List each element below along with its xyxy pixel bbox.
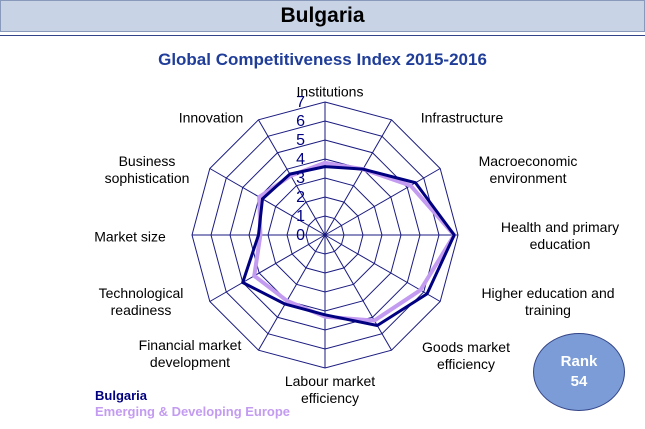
axis-label: Higher education and training xyxy=(481,285,615,318)
spoke xyxy=(258,234,326,351)
axis-label: Business sophistication xyxy=(104,153,190,186)
rank-badge: Rank 54 xyxy=(533,333,625,411)
spoke xyxy=(209,168,326,236)
y-tick-label: 0 xyxy=(296,227,305,244)
y-tick-label: 2 xyxy=(296,189,305,206)
axis-label: Financial market development xyxy=(138,337,242,370)
rank-value: 54 xyxy=(570,373,588,390)
y-tick-label: 4 xyxy=(296,151,305,168)
y-tick-label: 5 xyxy=(296,132,305,149)
axis-label: Macroeconomic environment xyxy=(478,153,578,186)
y-tick-label: 3 xyxy=(296,170,305,187)
spoke xyxy=(324,234,392,351)
axis-label: Goods market efficiency xyxy=(422,339,510,372)
y-tick-label: 1 xyxy=(296,208,305,225)
y-tick-label: 7 xyxy=(296,94,305,111)
axis-label: Health and primary education xyxy=(500,219,620,252)
header: Bulgaria xyxy=(0,0,645,32)
axis-label: Labour market efficiency xyxy=(284,373,376,406)
chart-title: Global Competitiveness Index 2015-2016 xyxy=(158,50,487,69)
legend-entry: Emerging & Developing Europe xyxy=(95,404,291,419)
axis-label: Technological readiness xyxy=(98,285,184,318)
spoke xyxy=(324,119,392,236)
legend-entry: Bulgaria xyxy=(95,388,148,403)
series-line xyxy=(252,160,457,323)
header-rule xyxy=(0,35,645,36)
axis-label: Market size xyxy=(94,228,166,245)
spoke xyxy=(209,234,326,302)
rank-label: Rank xyxy=(560,353,598,370)
axis-label: Innovation xyxy=(178,109,244,126)
y-tick-label: 6 xyxy=(296,113,305,130)
axis-label: Infrastructure xyxy=(420,109,504,126)
spoke xyxy=(324,168,441,236)
axis-label: Institutions xyxy=(296,83,364,100)
series-line xyxy=(241,165,456,327)
